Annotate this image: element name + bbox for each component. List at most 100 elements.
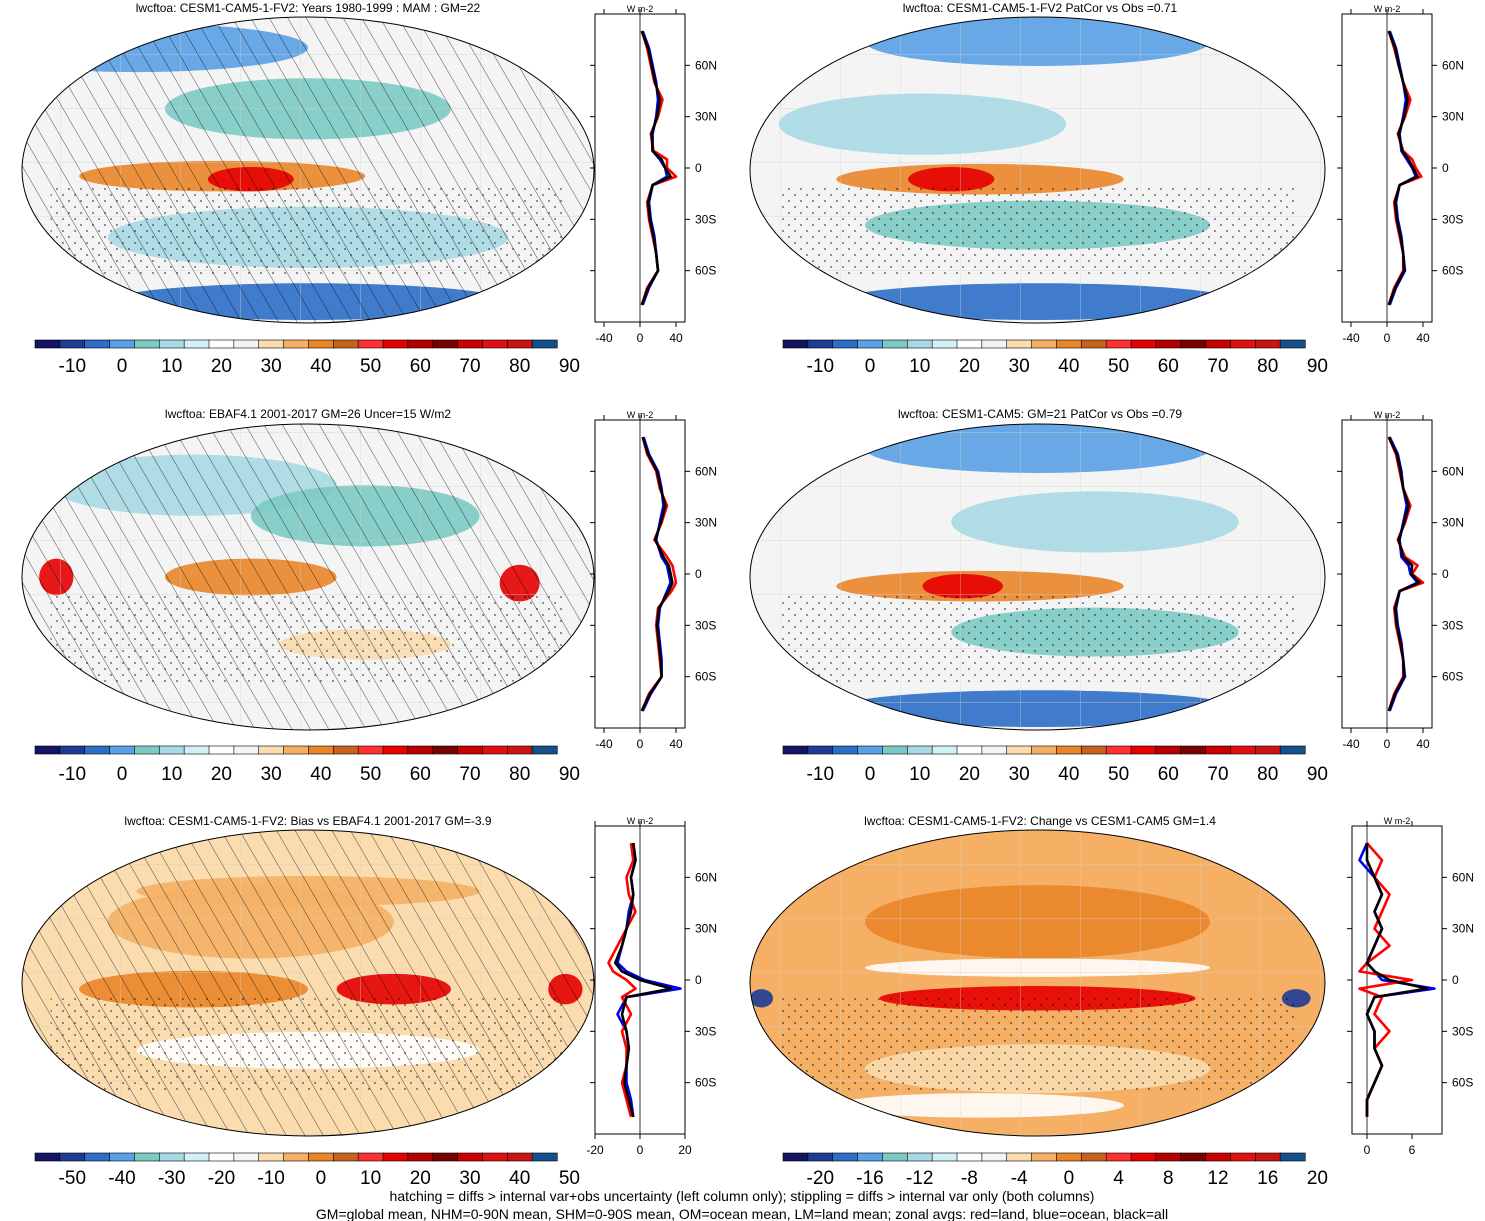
colorbar-swatch bbox=[1105, 745, 1132, 755]
colorbar-swatch bbox=[956, 745, 983, 755]
colorbar-swatch bbox=[134, 1152, 160, 1162]
colorbar-swatch bbox=[956, 1152, 983, 1162]
colorbar-swatch bbox=[457, 1152, 484, 1162]
y-tick-label: 0 bbox=[1452, 973, 1459, 987]
map-field bbox=[750, 424, 1325, 730]
series-line-all bbox=[1365, 843, 1429, 1117]
colorbar-swatch bbox=[457, 339, 484, 349]
colorbar-swatch bbox=[1105, 1152, 1132, 1162]
series-line-land bbox=[1387, 436, 1425, 712]
colorbar-label: 10 bbox=[360, 1168, 381, 1189]
panel-4: lwcftoa: CESM1-CAM5: GM=21 PatCor vs Obs… bbox=[749, 407, 1464, 785]
colorbar: -10 0 10 20 30 40 50 60 70 80 90 bbox=[34, 745, 580, 785]
colorbar-label: -16 bbox=[856, 1168, 883, 1189]
x-tick-label: -40 bbox=[1342, 737, 1360, 751]
colorbar-swatch bbox=[109, 339, 136, 349]
colorbar-label: 10 bbox=[909, 356, 930, 377]
y-tick-label: 30N bbox=[695, 922, 717, 936]
colorbar-swatch bbox=[1230, 1152, 1256, 1162]
y-tick-label: 60N bbox=[1442, 58, 1464, 72]
colorbar-swatch bbox=[807, 745, 834, 755]
colorbar-swatch bbox=[981, 745, 1008, 755]
colorbar-label: 30 bbox=[261, 764, 282, 785]
panel-title: lwcftoa: CESM1-CAM5-1-FV2: Years 1980-19… bbox=[136, 1, 481, 15]
colorbar-swatch bbox=[1006, 339, 1033, 349]
series-line-all bbox=[640, 436, 674, 712]
footer-line-2: GM=global mean, NHM=0-90N mean, SHM=0-90… bbox=[316, 1206, 1168, 1221]
colorbar-swatch bbox=[84, 1152, 111, 1162]
colorbar-swatch bbox=[1205, 339, 1232, 349]
colorbar-label: 20 bbox=[211, 356, 232, 377]
x-tick-label: 40 bbox=[1416, 331, 1430, 345]
series-line-all bbox=[1387, 436, 1421, 712]
colorbar-label: 70 bbox=[1207, 356, 1228, 377]
map-outline bbox=[21, 423, 595, 731]
colorbar-swatch bbox=[134, 339, 160, 349]
x-tick-label: -40 bbox=[1342, 331, 1360, 345]
colorbar-swatch bbox=[506, 745, 533, 755]
map-field bbox=[22, 17, 594, 323]
y-tick-label: 60S bbox=[695, 1076, 716, 1090]
footer-line-1: hatching = diffs > internal var+obs unce… bbox=[390, 1188, 1095, 1204]
colorbar-label: 80 bbox=[1257, 764, 1278, 785]
colorbar-swatch bbox=[84, 339, 111, 349]
y-tick-label: 60N bbox=[1452, 870, 1474, 884]
colorbar-swatch bbox=[782, 745, 809, 755]
colorbar-swatch bbox=[432, 1152, 459, 1162]
x-tick-label: -20 bbox=[586, 1143, 604, 1157]
panel-title: lwcftoa: CESM1-CAM5: GM=21 PatCor vs Obs… bbox=[898, 407, 1182, 421]
colorbar-swatch bbox=[457, 745, 484, 755]
colorbar-swatch bbox=[1205, 745, 1232, 755]
x-tick-label: 40 bbox=[669, 737, 683, 751]
colorbar-swatch bbox=[1130, 339, 1157, 349]
colorbar-swatch bbox=[832, 1152, 859, 1162]
colorbar-swatch bbox=[34, 745, 61, 755]
panel-title: lwcftoa: EBAF4.1 2001-2017 GM=26 Uncer=1… bbox=[165, 407, 451, 421]
colorbar-label: 10 bbox=[909, 764, 930, 785]
colorbar-swatch bbox=[931, 1152, 958, 1162]
colorbar-label: 40 bbox=[509, 1168, 530, 1189]
colorbar-swatch bbox=[332, 1152, 359, 1162]
y-tick-label: 30N bbox=[1442, 110, 1464, 124]
colorbar-swatch bbox=[1180, 1152, 1207, 1162]
profile-frame bbox=[1351, 825, 1443, 1135]
colorbar-swatch bbox=[1155, 745, 1182, 755]
profile-unit-label: W m-2 bbox=[1384, 816, 1411, 826]
colorbar-swatch bbox=[782, 1152, 809, 1162]
colorbar-swatch bbox=[1080, 745, 1107, 755]
colorbar-swatch bbox=[482, 339, 508, 349]
colorbar-swatch bbox=[807, 1152, 834, 1162]
colorbar-swatch bbox=[208, 1152, 235, 1162]
y-tick-label: 60S bbox=[1442, 264, 1463, 278]
colorbar-label: -10 bbox=[807, 356, 834, 377]
panel-5: lwcftoa: CESM1-CAM5-1-FV2: Bias vs EBAF4… bbox=[21, 814, 717, 1189]
colorbar-swatch bbox=[432, 339, 459, 349]
colorbar-swatch bbox=[857, 339, 884, 349]
colorbar-label: 0 bbox=[865, 764, 876, 785]
colorbar-swatch bbox=[109, 745, 136, 755]
panel-3: lwcftoa: EBAF4.1 2001-2017 GM=26 Uncer=1… bbox=[21, 407, 717, 785]
series-line-all bbox=[613, 842, 673, 1118]
colorbar-swatch bbox=[233, 1152, 260, 1162]
colorbar: -10 0 10 20 30 40 50 60 70 80 90 bbox=[34, 339, 580, 377]
colorbar-label: -10 bbox=[59, 356, 86, 377]
colorbar-label: 20 bbox=[211, 764, 232, 785]
colorbar-swatch bbox=[482, 1152, 508, 1162]
panel-2: lwcftoa: CESM1-CAM5-1-FV2 PatCor vs Obs … bbox=[749, 1, 1464, 377]
colorbar-swatch bbox=[882, 339, 908, 349]
colorbar-swatch bbox=[407, 1152, 434, 1162]
colorbar-swatch bbox=[906, 745, 933, 755]
colorbar-swatch bbox=[1254, 1152, 1281, 1162]
colorbar-label: 60 bbox=[410, 764, 431, 785]
colorbar-swatch bbox=[1279, 339, 1306, 349]
y-tick-label: 30N bbox=[695, 516, 717, 530]
colorbar-label: 16 bbox=[1257, 1168, 1278, 1189]
colorbar-swatch bbox=[59, 339, 86, 349]
stippling-overlay bbox=[50, 998, 566, 1091]
colorbar-label: 0 bbox=[1064, 1168, 1075, 1189]
y-tick-label: 30N bbox=[1442, 516, 1464, 530]
y-tick-label: 60S bbox=[1452, 1076, 1473, 1090]
colorbar-swatch bbox=[59, 1152, 86, 1162]
colorbar-swatch bbox=[183, 1152, 210, 1162]
colorbar-swatch bbox=[357, 745, 384, 755]
